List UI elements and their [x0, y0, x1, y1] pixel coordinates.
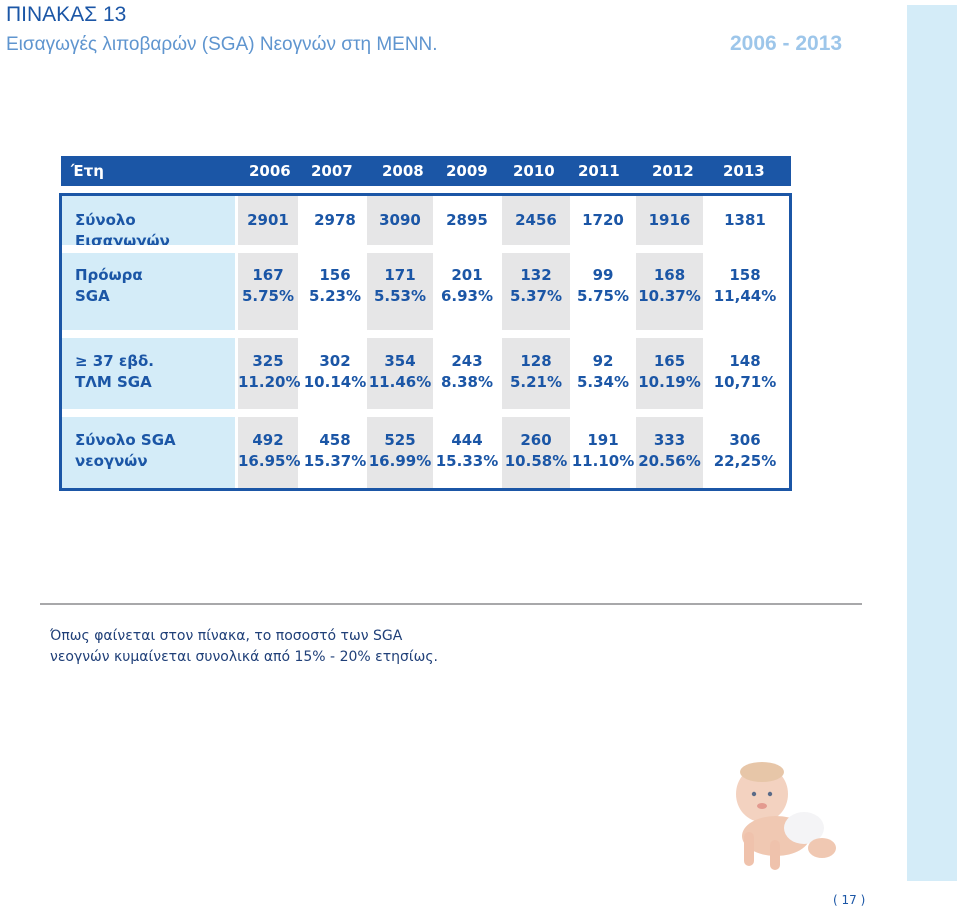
column-bg [636, 196, 703, 488]
page-number: ( 17 ) [833, 893, 866, 907]
table-cell: 3090 [379, 211, 421, 229]
baby-photo [704, 748, 856, 878]
table-cell: 1916 [648, 211, 691, 229]
table-cell: 2456 [515, 211, 557, 229]
column-bg [367, 196, 433, 488]
table-cell: 306 22,25% [713, 431, 777, 470]
table-cell: 156 5.23% [308, 266, 362, 305]
table-cell: 525 16.99% [368, 431, 432, 470]
table-cell: 260 10.58% [504, 431, 568, 470]
column-bg [502, 196, 570, 488]
year-header: 2013 [723, 162, 765, 180]
row-separator [62, 409, 789, 417]
table-cell: 2901 [247, 211, 289, 229]
table-cell: 99 5.75% [576, 266, 630, 305]
table-cell: 92 5.34% [576, 352, 630, 391]
page-title: ΠΙΝΑΚΑΣ 13 [6, 3, 127, 26]
period-label: 2006 - 2013 [730, 32, 843, 55]
row-label: Σύνολο Εισαγωγών [62, 196, 235, 250]
table-cell: 1720 [582, 211, 624, 229]
table-cell: 444 15.33% [435, 431, 499, 470]
year-header: 2010 [513, 162, 555, 180]
table-cell: 148 10,71% [713, 352, 777, 391]
table-cell: 1381 [724, 211, 766, 229]
table-cell: 167 5.75% [241, 266, 295, 305]
table-cell: 128 5.21% [509, 352, 563, 391]
table-cell: 2978 [314, 211, 356, 229]
column-bg [238, 196, 298, 488]
row-separator [62, 245, 789, 253]
table-cell: 302 10.14% [303, 352, 367, 391]
table-cell: 325 11.20% [238, 352, 301, 391]
table-cell: 132 5.37% [509, 266, 563, 305]
row-label: Πρόωρα SGA [62, 253, 235, 330]
table-cell: 458 15.37% [303, 431, 367, 470]
table-cell: 191 11.10% [571, 431, 635, 470]
year-header: 2011 [578, 162, 620, 180]
divider [40, 603, 862, 605]
year-header: 2006 [249, 162, 291, 180]
row-separator [62, 330, 789, 338]
year-header: 2009 [446, 162, 488, 180]
footnote: Όπως φαίνεται στον πίνακα, το ποσοστό τω… [50, 628, 439, 665]
table-cell: 171 5.53% [373, 266, 427, 305]
table-cell: 243 8.38% [440, 352, 494, 391]
page-subtitle: Εισαγωγές λιποβαρών (SGA) Νεογνών στη ΜΕ… [6, 34, 438, 55]
side-band [907, 5, 957, 881]
table-cell: 158 11,44% [713, 266, 777, 305]
year-header: 2008 [382, 162, 424, 180]
year-header: 2007 [311, 162, 353, 180]
table-cell: 201 6.93% [440, 266, 494, 305]
table-cell: 354 11.46% [368, 352, 432, 391]
year-header: 2012 [652, 162, 694, 180]
table-cell: 333 20.56% [638, 431, 701, 470]
table-cell: 492 16.95% [238, 431, 301, 470]
table-cell: 168 10.37% [638, 266, 701, 305]
data-table: Σύνολο Εισαγωγών Πρόωρα SGA ≥ 37 εβδ. ΤΛ… [59, 193, 792, 491]
table-header: Έτη 2006 2007 2008 2009 2010 2011 2012 2… [61, 156, 791, 186]
row-label: ≥ 37 εβδ. ΤΛΜ SGA [62, 338, 235, 409]
row-label: Σύνολο SGA νεογνών [62, 417, 235, 488]
corner-label: Έτη [71, 162, 104, 180]
table-cell: 165 10.19% [638, 352, 701, 391]
table-cell: 2895 [446, 211, 488, 229]
